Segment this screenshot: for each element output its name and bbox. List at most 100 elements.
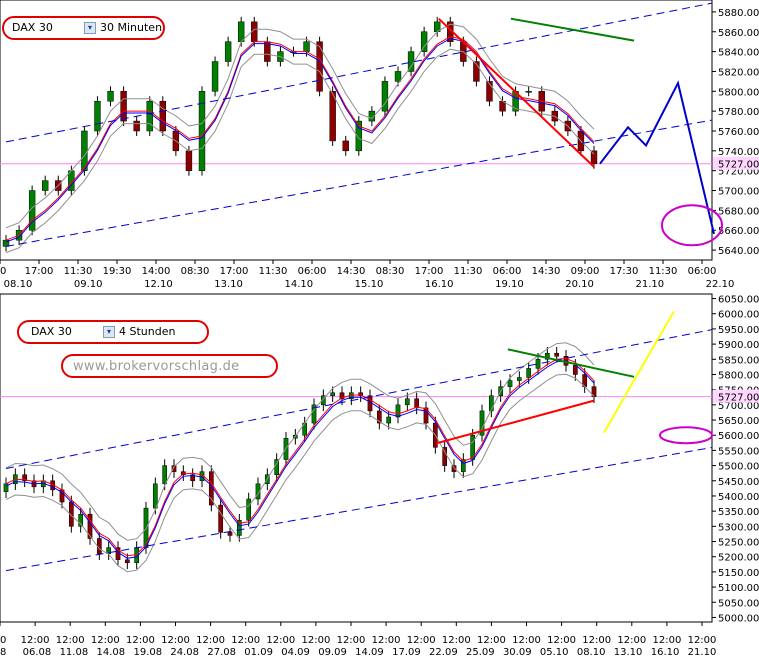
bottom-y-tick-label: 5150.00 bbox=[718, 568, 759, 579]
top-candle-body bbox=[329, 91, 336, 142]
bottom-x-date-label: 21.10 bbox=[688, 647, 717, 658]
bottom-x-time-label: 12:00 bbox=[442, 635, 471, 646]
bottom-candle-body bbox=[544, 352, 550, 360]
bottom-x-date-label: 19.08 bbox=[133, 647, 162, 658]
bottom-projection-path bbox=[603, 310, 675, 434]
bottom-ma-red-line bbox=[5, 357, 595, 557]
top-candle-body bbox=[590, 150, 598, 164]
bottom-candle-body bbox=[460, 459, 466, 472]
top-trend-resistance-line bbox=[5, 2, 713, 143]
top-bollinger-lower bbox=[5, 48, 595, 254]
top-y-tick-label: 5820.00 bbox=[718, 67, 759, 78]
top-candle-body bbox=[146, 100, 153, 132]
bottom-x-date-label: 30.09 bbox=[503, 647, 532, 658]
bottom-x-date-label: 25.09 bbox=[466, 647, 495, 658]
bottom-y-tick-label: 5950.00 bbox=[718, 325, 759, 336]
top-x-time-label: 08:30 bbox=[181, 266, 210, 277]
bottom-candle-body bbox=[404, 398, 410, 406]
bottom-x-date-label: 24.08 bbox=[170, 647, 199, 658]
top-x-date-label: 19.10 bbox=[495, 279, 524, 290]
bottom-candle-body bbox=[152, 483, 158, 509]
top-candle-body bbox=[198, 91, 206, 171]
bottom-y-tick-label: 5250.00 bbox=[718, 538, 759, 549]
bottom-candle-body bbox=[162, 465, 168, 485]
bottom-candle-body bbox=[78, 513, 84, 527]
bottom-y-tick-label: 5600.00 bbox=[718, 431, 759, 442]
top-x-date-label: 08.10 bbox=[4, 279, 33, 290]
bottom-x-time-label: 12:00 bbox=[547, 635, 576, 646]
bottom-candle-body bbox=[479, 410, 485, 436]
bottom-y-tick-label: 6000.00 bbox=[718, 310, 759, 321]
top-period-label: 30 Minuten bbox=[100, 21, 163, 34]
bottom-x-time-label: 12:00 bbox=[652, 635, 681, 646]
bottom-x-time-label: 12:00 bbox=[266, 635, 295, 646]
top-period-dropdown-icon[interactable]: ▾ bbox=[84, 22, 96, 34]
bottom-candle-body bbox=[124, 559, 130, 564]
bottom-y-tick-label: 6050.00 bbox=[718, 295, 759, 306]
top-y-tick-label: 5800.00 bbox=[718, 87, 759, 98]
bottom-y-tick-label: 5450.00 bbox=[718, 477, 759, 488]
bottom-candle-body bbox=[190, 474, 196, 482]
top-x-time-label: 11:30 bbox=[259, 266, 288, 277]
top-x-time-label: 17:00 bbox=[415, 266, 444, 277]
top-candle-body bbox=[381, 81, 389, 112]
bottom-candle-body bbox=[236, 520, 242, 536]
bottom-x-time-label: 12:00 bbox=[617, 635, 646, 646]
watermark-text: www.brokervorschlag.de bbox=[73, 359, 240, 374]
bottom-candle-body bbox=[3, 483, 9, 492]
bottom-target-ellipse bbox=[659, 426, 713, 445]
bottom-instrument-label: DAX 30 bbox=[31, 325, 72, 338]
top-candle-body bbox=[486, 81, 493, 102]
top-x-time-label: 19:30 bbox=[103, 266, 132, 277]
bottom-candle-body bbox=[526, 368, 532, 378]
top-candle-body bbox=[303, 41, 310, 52]
top-x-date-label: 13.10 bbox=[214, 279, 243, 290]
bottom-current-price-marker bbox=[713, 389, 759, 403]
bottom-x-date-label: 08 bbox=[0, 647, 6, 658]
top-x-time-label: 11:30 bbox=[454, 266, 483, 277]
bottom-y-tick-label: 5550.00 bbox=[718, 446, 759, 457]
bottom-x-date-label: 27.08 bbox=[207, 647, 236, 658]
bottom-x-date-label: 14.09 bbox=[355, 647, 384, 658]
top-bollinger-upper bbox=[5, 23, 595, 229]
top-target-ellipse bbox=[661, 204, 723, 247]
bottom-x-time-label: 12:00 bbox=[512, 635, 541, 646]
watermark-box: www.brokervorschlag.de bbox=[61, 354, 278, 378]
top-y-tick-label: 5880.00 bbox=[718, 8, 759, 19]
top-x-time-label: 06:00 bbox=[493, 266, 522, 277]
top-x-time-label: 14:30 bbox=[337, 266, 366, 277]
bottom-bollinger-upper bbox=[5, 342, 595, 541]
top-x-time-label: 06:00 bbox=[688, 266, 717, 277]
top-candle-body bbox=[224, 41, 232, 62]
top-candle-body bbox=[211, 61, 219, 92]
top-green-trend-line bbox=[510, 17, 635, 42]
bottom-candle-body bbox=[488, 395, 494, 412]
top-x-time-label: 17:30 bbox=[610, 266, 639, 277]
bottom-x-date-label: 04.09 bbox=[281, 647, 310, 658]
bottom-x-date-label: 11.08 bbox=[60, 647, 89, 658]
top-candle-body bbox=[42, 180, 49, 191]
bottom-candle-body bbox=[386, 416, 392, 424]
bottom-x-time-label: 12:00 bbox=[126, 635, 155, 646]
bottom-candle-body bbox=[572, 365, 578, 375]
top-x-date-label: 09.10 bbox=[74, 279, 103, 290]
bottom-candle-body bbox=[395, 404, 401, 418]
top-candle-body bbox=[473, 61, 480, 82]
top-instrument-selector[interactable]: DAX 30 ▾ 30 Minuten bbox=[2, 16, 165, 40]
top-x-time-label: 30 bbox=[0, 266, 6, 277]
bottom-y-tick-label: 5200.00 bbox=[718, 553, 759, 564]
bottom-period-dropdown-icon[interactable]: ▾ bbox=[103, 326, 115, 338]
top-x-time-label: 17:00 bbox=[25, 266, 54, 277]
bottom-trend-resistance-line bbox=[5, 329, 713, 469]
bottom-green-trend-line bbox=[507, 348, 635, 378]
bottom-x-date-label: 06.08 bbox=[23, 647, 52, 658]
top-x-date-label: 12.10 bbox=[144, 279, 173, 290]
bottom-candle-body bbox=[218, 504, 224, 533]
bottom-candle-body bbox=[330, 392, 336, 396]
bottom-x-date-label: 22.09 bbox=[429, 647, 458, 658]
top-ma-red-line bbox=[5, 36, 595, 241]
bottom-instrument-selector[interactable]: DAX 30 ▾ 4 Stunden bbox=[17, 320, 209, 344]
bottom-candle-body bbox=[246, 498, 252, 521]
bottom-candle-body bbox=[507, 380, 513, 387]
